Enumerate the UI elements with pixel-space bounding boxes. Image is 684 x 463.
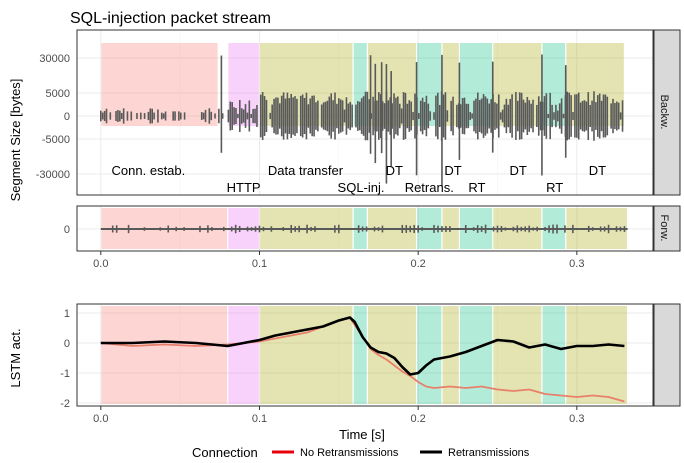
phase-band-http — [228, 306, 259, 404]
panel-forward: Forw. 0 0.0 0.1 0.2 0.3 — [64, 205, 681, 270]
panel-lstm: 1 0 -1 -2 0.0 0.1 0.2 0.3 — [60, 303, 681, 425]
panel-lstm-phases — [101, 306, 628, 404]
phase-band-retrans — [417, 306, 442, 404]
panel-backward-segments — [100, 54, 624, 187]
y-tick-backward-0: 30000 — [39, 53, 70, 65]
phase-band-data — [493, 306, 542, 404]
phase-label: DT — [589, 163, 606, 178]
panel-forward-segments — [100, 224, 628, 234]
legend-title: Connection — [192, 445, 258, 460]
y-axis-lstm: 1 0 -1 -2 — [60, 308, 70, 410]
phase-label: HTTP — [227, 180, 261, 195]
x-tick-label: 0.2 — [411, 258, 426, 270]
panel-lstm-bg — [77, 304, 653, 406]
strip-forward-label: Forw. — [658, 215, 670, 242]
series-line-retransmissions — [100, 316, 625, 376]
y-tick-backward-1: 5000 — [46, 88, 70, 100]
strip-backward — [653, 29, 681, 196]
phase-band-sqlinj — [353, 306, 367, 404]
strip-backward-label: Backw. — [658, 95, 670, 130]
x-tick-label: 0.1 — [252, 258, 267, 270]
x-axis-title: Time [s] — [339, 427, 385, 442]
y-tick-backward-3: -5000 — [42, 134, 70, 146]
panel-lstm-border — [76, 303, 654, 407]
phase-band-rt — [542, 306, 566, 404]
x-tick-label: 0.2 — [411, 413, 426, 425]
x-axis-lstm: 0.0 0.1 0.2 0.3 — [93, 406, 584, 425]
x-tick-label: 0.3 — [569, 258, 584, 270]
y-tick-backward-2: 0 — [64, 111, 70, 123]
y-axis-backward: 30000 5000 0 -5000 -30000 — [36, 53, 70, 181]
strip-forward — [653, 205, 681, 252]
y-tick-lstm: -1 — [60, 368, 70, 380]
phase-label: Conn. estab. — [112, 163, 186, 178]
phase-band-conn — [101, 306, 228, 404]
phase-band-rt — [460, 306, 493, 404]
panel-backward-phases — [101, 43, 624, 126]
panel-lstm-series — [100, 316, 625, 403]
phase-label: DT — [509, 163, 526, 178]
y-tick-backward-4: -30000 — [36, 169, 70, 181]
phase-label: RT — [546, 180, 563, 195]
phase-label: Retrans. — [405, 180, 454, 195]
x-tick-label: 0.3 — [569, 413, 584, 425]
x-tick-label: 0.0 — [93, 413, 108, 425]
panel-forward-border — [76, 205, 654, 252]
y-axis-title-segment: Segment Size [bytes] — [8, 79, 23, 202]
phase-label: RT — [468, 180, 485, 195]
x-tick-label: 0.1 — [252, 413, 267, 425]
x-axis-forward: 0.0 0.1 0.2 0.3 — [93, 251, 584, 270]
phase-band-data — [367, 306, 416, 404]
y-axis-title-lstm: LSTM act. — [8, 328, 23, 387]
phase-band-data — [566, 306, 628, 404]
phase-band-conn — [101, 43, 218, 126]
panel-backward-border — [76, 29, 654, 196]
legend-label-no-retransmissions: No Retransmissions — [300, 447, 399, 459]
phase-band-data — [442, 43, 459, 126]
y-tick-lstm: 0 — [64, 338, 70, 350]
phase-label: SQL-inj. — [338, 180, 385, 195]
y-tick-forward-0: 0 — [64, 224, 70, 236]
phase-label: Data transfer — [268, 163, 344, 178]
strip-lstm — [653, 303, 681, 407]
y-tick-lstm: -2 — [60, 398, 70, 410]
legend: Connection No Retransmissions Retransmis… — [192, 445, 530, 460]
phase-label: DT — [444, 163, 461, 178]
panel-lstm-grid — [77, 304, 653, 406]
legend-label-retransmissions: Retransmissions — [448, 447, 530, 459]
y-tick-lstm: 1 — [64, 308, 70, 320]
x-tick-label: 0.0 — [93, 258, 108, 270]
phase-label: DT — [386, 163, 403, 178]
chart-title: SQL-injection packet stream — [70, 10, 271, 27]
